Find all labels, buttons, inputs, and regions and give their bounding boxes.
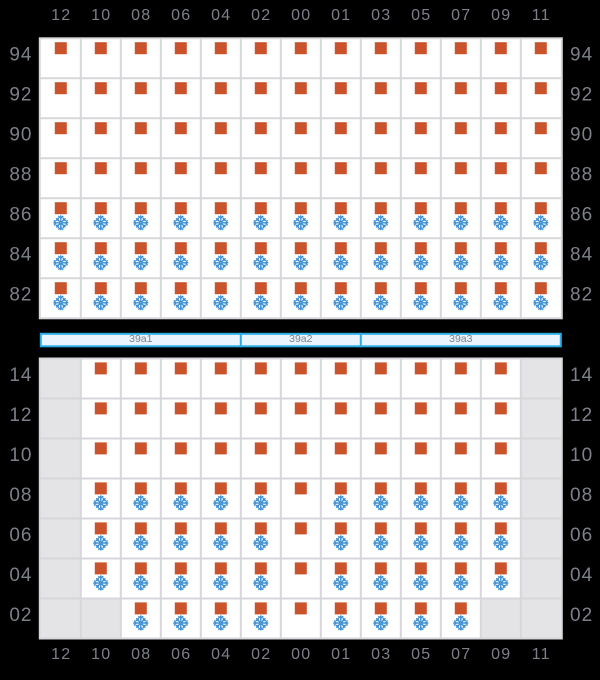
svg-text:06: 06	[9, 525, 32, 546]
svg-text:39a3: 39a3	[449, 333, 473, 345]
svg-text:92: 92	[570, 85, 593, 106]
svg-text:10: 10	[91, 646, 111, 663]
svg-text:03: 03	[371, 7, 391, 24]
svg-text:06: 06	[570, 525, 593, 546]
svg-text:88: 88	[9, 165, 32, 186]
svg-text:07: 07	[451, 7, 471, 24]
svg-text:00: 00	[291, 7, 311, 24]
svg-text:05: 05	[411, 7, 431, 24]
svg-text:84: 84	[570, 245, 593, 266]
svg-text:39a1: 39a1	[129, 333, 153, 345]
svg-text:94: 94	[9, 45, 32, 66]
svg-text:02: 02	[251, 646, 271, 663]
svg-text:82: 82	[9, 285, 32, 306]
svg-text:12: 12	[51, 7, 71, 24]
svg-text:04: 04	[9, 565, 32, 586]
svg-text:04: 04	[211, 7, 231, 24]
svg-text:84: 84	[9, 245, 32, 266]
svg-text:08: 08	[131, 646, 151, 663]
svg-text:82: 82	[570, 285, 593, 306]
svg-text:12: 12	[570, 405, 593, 426]
svg-text:08: 08	[9, 485, 32, 506]
svg-text:06: 06	[171, 646, 191, 663]
svg-text:14: 14	[9, 365, 32, 386]
svg-text:04: 04	[570, 565, 593, 586]
svg-text:05: 05	[411, 646, 431, 663]
svg-text:01: 01	[331, 646, 351, 663]
svg-text:08: 08	[570, 485, 593, 506]
svg-text:10: 10	[9, 445, 32, 466]
svg-text:12: 12	[51, 646, 71, 663]
svg-text:09: 09	[491, 7, 511, 24]
svg-text:86: 86	[570, 205, 593, 226]
svg-text:88: 88	[570, 165, 593, 186]
svg-text:08: 08	[131, 7, 151, 24]
svg-text:90: 90	[570, 125, 593, 146]
svg-text:10: 10	[570, 445, 593, 466]
svg-text:02: 02	[251, 7, 271, 24]
svg-text:09: 09	[491, 646, 511, 663]
svg-text:86: 86	[9, 205, 32, 226]
svg-text:00: 00	[291, 646, 311, 663]
svg-text:02: 02	[9, 605, 32, 626]
svg-text:06: 06	[171, 7, 191, 24]
svg-text:10: 10	[91, 7, 111, 24]
svg-text:01: 01	[331, 7, 351, 24]
svg-text:90: 90	[9, 125, 32, 146]
svg-text:11: 11	[532, 7, 551, 24]
svg-text:11: 11	[532, 646, 551, 663]
svg-text:39a2: 39a2	[289, 333, 313, 345]
svg-text:02: 02	[570, 605, 593, 626]
svg-text:92: 92	[9, 85, 32, 106]
svg-text:14: 14	[570, 365, 593, 386]
svg-text:07: 07	[451, 646, 471, 663]
svg-text:03: 03	[371, 646, 391, 663]
svg-text:04: 04	[211, 646, 231, 663]
svg-text:12: 12	[9, 405, 32, 426]
svg-text:94: 94	[570, 45, 593, 66]
